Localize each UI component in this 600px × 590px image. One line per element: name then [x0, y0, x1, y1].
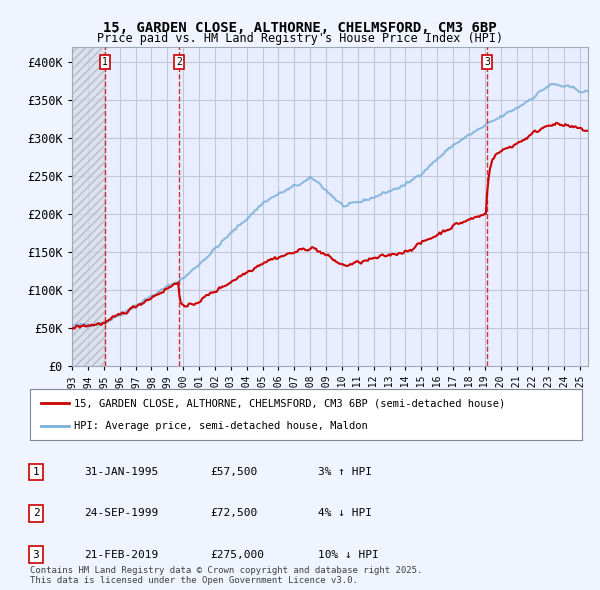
Text: 2: 2	[32, 509, 40, 518]
Text: 10% ↓ HPI: 10% ↓ HPI	[318, 550, 379, 559]
Text: 15, GARDEN CLOSE, ALTHORNE, CHELMSFORD, CM3 6BP (semi-detached house): 15, GARDEN CLOSE, ALTHORNE, CHELMSFORD, …	[74, 398, 505, 408]
Text: 15, GARDEN CLOSE, ALTHORNE, CHELMSFORD, CM3 6BP: 15, GARDEN CLOSE, ALTHORNE, CHELMSFORD, …	[103, 21, 497, 35]
Text: £57,500: £57,500	[210, 467, 257, 477]
Text: 3: 3	[484, 57, 490, 67]
Polygon shape	[72, 47, 106, 366]
Text: 1: 1	[32, 467, 40, 477]
Text: £72,500: £72,500	[210, 509, 257, 518]
Text: 21-FEB-2019: 21-FEB-2019	[84, 550, 158, 559]
Text: 24-SEP-1999: 24-SEP-1999	[84, 509, 158, 518]
Text: Price paid vs. HM Land Registry's House Price Index (HPI): Price paid vs. HM Land Registry's House …	[97, 32, 503, 45]
Text: Contains HM Land Registry data © Crown copyright and database right 2025.
This d: Contains HM Land Registry data © Crown c…	[30, 566, 422, 585]
Text: £275,000: £275,000	[210, 550, 264, 559]
Text: 4% ↓ HPI: 4% ↓ HPI	[318, 509, 372, 518]
Text: 31-JAN-1995: 31-JAN-1995	[84, 467, 158, 477]
Text: 1: 1	[102, 57, 108, 67]
Text: HPI: Average price, semi-detached house, Maldon: HPI: Average price, semi-detached house,…	[74, 421, 368, 431]
Text: 3: 3	[32, 550, 40, 559]
Text: 2: 2	[176, 57, 182, 67]
Text: 3% ↑ HPI: 3% ↑ HPI	[318, 467, 372, 477]
